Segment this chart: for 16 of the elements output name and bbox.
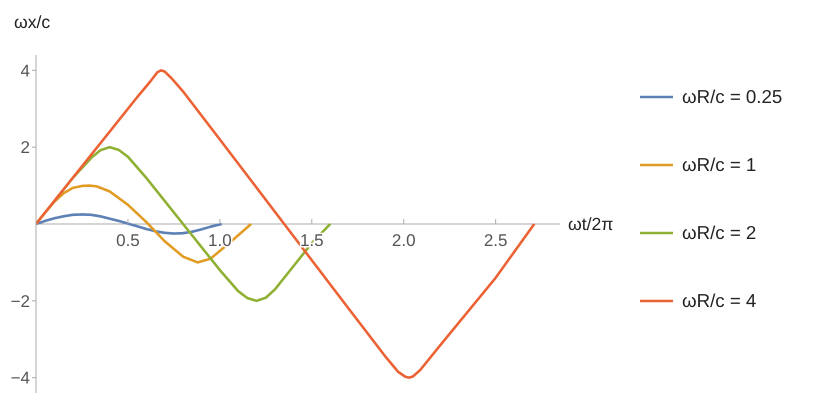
y-tick-label: 2 — [20, 138, 30, 158]
y-tick-label: 4 — [20, 61, 30, 80]
y-tick-label: −4 — [10, 368, 30, 388]
x-tick-label: 2.5 — [484, 231, 508, 250]
line-series — [36, 213, 223, 235]
legend-label: ωR/c = 2 — [682, 222, 756, 243]
x-axis-title: ωt/2π — [568, 214, 614, 234]
line-series — [36, 69, 536, 379]
x-tick-label: 2.0 — [392, 231, 416, 250]
legend-label: ωR/c = 4 — [682, 290, 756, 311]
x-tick-label: 0.5 — [116, 231, 140, 250]
y-tick-label: −2 — [10, 292, 30, 311]
legend-label: ωR/c = 0.25 — [682, 86, 782, 107]
x-tick-label: 1.0 — [208, 231, 232, 250]
legend-label: ωR/c = 1 — [682, 154, 756, 175]
y-axis-title: ωx/c — [14, 12, 50, 32]
